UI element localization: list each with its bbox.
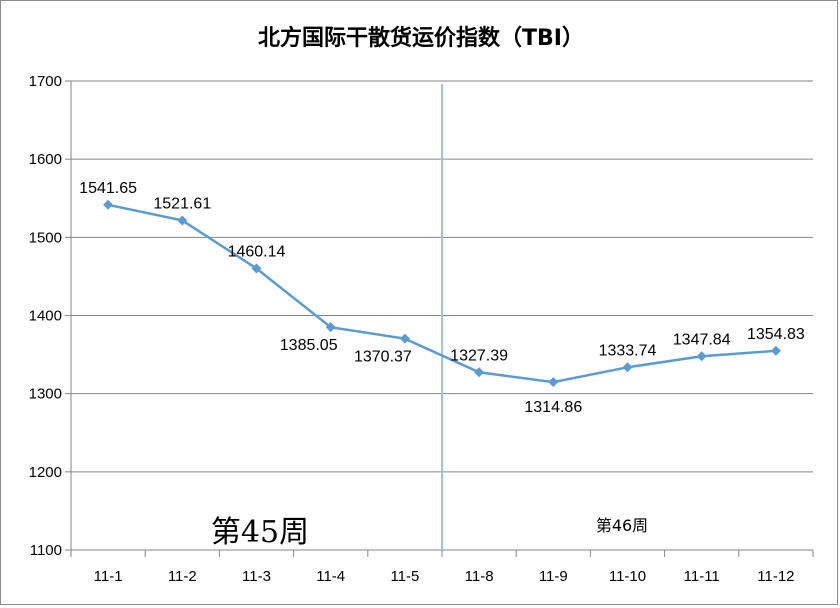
x-tick-label: 11-11 [684, 568, 720, 585]
data-labels: 1541.65 1521.61 1460.14 1385.05 1370.37 1327.… [79, 180, 805, 416]
x-tick-label: 11-9 [539, 568, 568, 585]
x-tick-label: 11-3 [242, 568, 271, 585]
week-45-label: 第45周 [211, 515, 309, 550]
y-tick-label: 1100 [30, 542, 62, 559]
data-label: 1314.86 [524, 399, 582, 416]
data-markers [103, 199, 781, 388]
data-label: 1327.39 [450, 347, 508, 364]
y-tick-label: 1300 [29, 386, 62, 403]
x-axis-ticks: 11-1 11-2 11-3 11-4 11-5 11-8 11-9 11-10 11-11 11… [70, 550, 814, 585]
data-label: 1370.37 [354, 349, 412, 366]
x-tick-label: 11-12 [757, 568, 794, 585]
y-tick-label: 1700 [29, 73, 62, 90]
data-label: 1385.05 [280, 337, 338, 354]
data-point [103, 199, 114, 210]
data-label: 1354.83 [747, 326, 805, 343]
data-label: 1333.74 [599, 342, 657, 359]
y-tick-label: 1600 [29, 151, 62, 168]
data-label: 1460.14 [228, 243, 286, 260]
x-tick-label: 11-4 [316, 568, 345, 585]
y-tick-label: 1500 [29, 229, 62, 246]
data-point [548, 377, 559, 388]
data-point [325, 322, 336, 333]
data-label: 1521.61 [153, 195, 211, 212]
y-tick-label: 1400 [29, 308, 62, 325]
x-tick-label: 11-8 [465, 568, 494, 585]
chart-title: 北方国际干散货运价指数（TBI） [258, 25, 584, 51]
x-tick-label: 11-2 [168, 568, 197, 585]
data-point [177, 215, 188, 226]
y-axis-ticks: 1100 1200 1300 1400 1500 1600 1700 [29, 73, 71, 559]
data-label: 1541.65 [79, 180, 137, 197]
data-point [399, 333, 410, 344]
week-46-label: 第46周 [596, 516, 648, 535]
data-point [622, 362, 633, 373]
data-point [770, 345, 781, 356]
x-tick-label: 11-10 [609, 568, 646, 585]
x-tick-label: 11-1 [94, 568, 123, 585]
x-tick-label: 11-5 [390, 568, 419, 585]
data-label: 1347.84 [673, 331, 731, 348]
data-point [696, 351, 707, 362]
data-point [474, 367, 485, 378]
y-tick-label: 1200 [29, 464, 62, 481]
series-line [107, 203, 776, 384]
data-point [251, 263, 262, 274]
